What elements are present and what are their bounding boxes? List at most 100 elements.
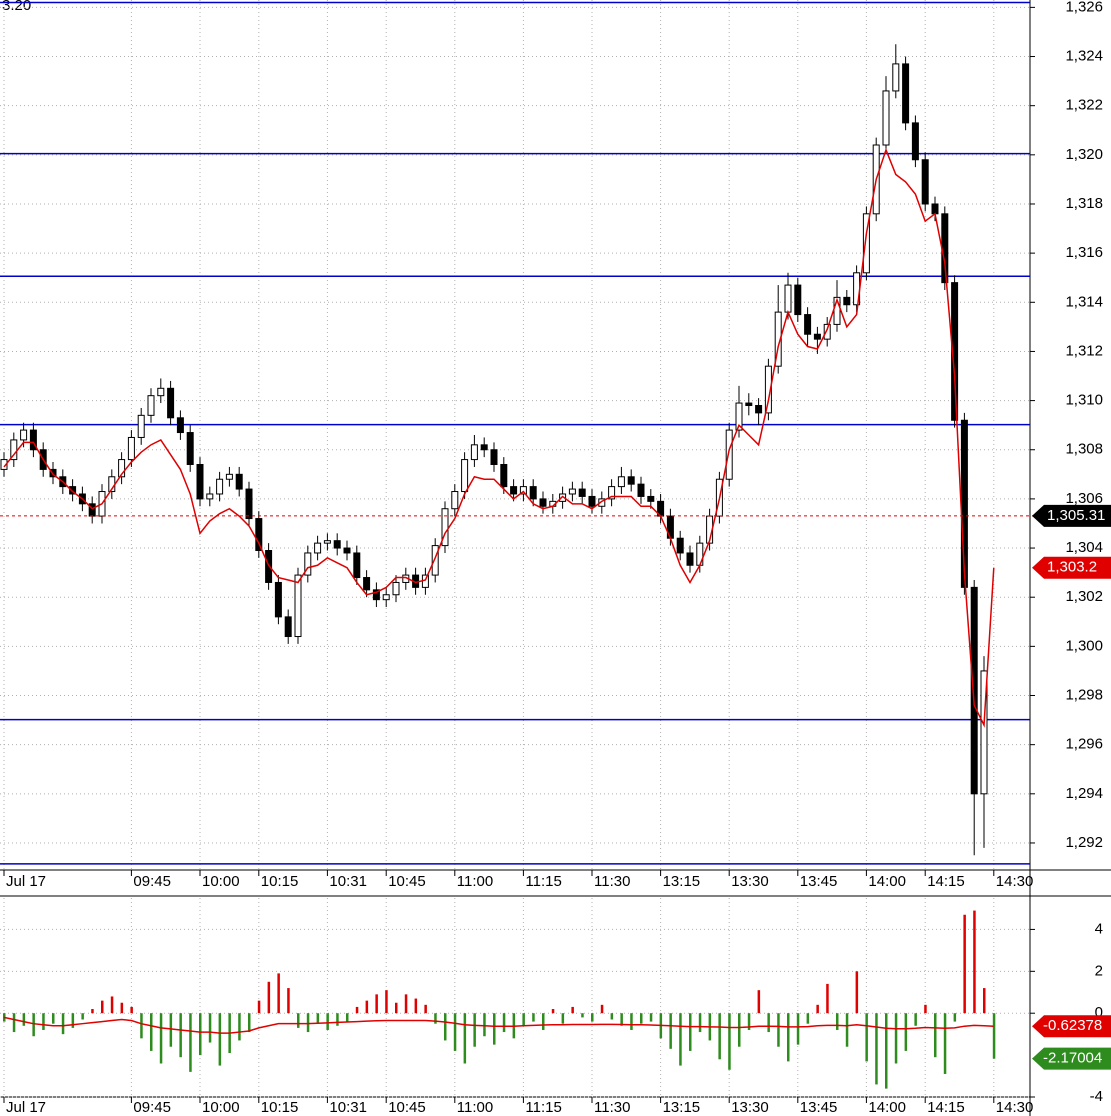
histogram-bar xyxy=(218,1013,222,1066)
histogram-bar xyxy=(110,996,114,1014)
candle-body xyxy=(862,213,870,274)
candle-body xyxy=(0,459,8,470)
candle-body xyxy=(931,203,939,215)
candle-body xyxy=(578,488,586,497)
candle-body xyxy=(892,63,900,92)
histogram-bar xyxy=(845,1013,849,1047)
histogram-bar xyxy=(375,994,378,1014)
histogram-bar xyxy=(12,1013,16,1033)
histogram-bar xyxy=(71,1013,75,1028)
candle-body xyxy=(392,581,400,596)
candle-body xyxy=(441,508,449,547)
y-tick-label: 1,302 xyxy=(1065,588,1103,605)
histogram-bar xyxy=(953,1013,957,1022)
x-tick-label: 11:15 xyxy=(525,1099,561,1116)
histogram-bar xyxy=(767,1013,770,1033)
candle-body xyxy=(372,589,380,601)
x-tick-label: 11:30 xyxy=(594,1099,630,1116)
candle-body xyxy=(676,537,684,554)
candle-body xyxy=(294,574,302,638)
histogram-bar xyxy=(738,1013,741,1047)
candle-body xyxy=(431,545,439,576)
candle-body xyxy=(69,486,77,495)
histogram-bar xyxy=(826,983,829,1014)
histogram-bar xyxy=(747,1013,751,1030)
candle-body xyxy=(343,547,351,554)
histogram-bar xyxy=(346,1013,349,1022)
candle-body xyxy=(480,444,488,451)
candle-body xyxy=(314,542,322,554)
histogram-bar xyxy=(924,1004,927,1014)
candle-body xyxy=(608,486,616,500)
candle-body xyxy=(196,463,204,500)
histogram-bar xyxy=(248,1013,251,1033)
y-tick-label: 1,304 xyxy=(1065,539,1103,556)
price-tag-label: 1,305.31 xyxy=(1047,507,1105,524)
candle-body xyxy=(911,122,919,161)
y-tick-label: -4 xyxy=(1090,1088,1103,1105)
histogram-bar xyxy=(689,1013,692,1051)
y-tick-label: 1,320 xyxy=(1065,146,1103,163)
candle-body xyxy=(980,670,988,795)
candle-body xyxy=(461,459,469,493)
candle-body xyxy=(323,540,331,544)
histogram-bar xyxy=(257,1000,261,1014)
histogram-bar xyxy=(522,1013,525,1026)
x-tick-label: 10:15 xyxy=(261,873,299,890)
histogram-bar xyxy=(444,1013,447,1041)
histogram-bar xyxy=(365,1000,369,1014)
candle-body xyxy=(274,581,282,618)
candle-body xyxy=(951,282,959,421)
candle-body xyxy=(588,495,596,507)
y-tick-label: 1,318 xyxy=(1065,195,1103,212)
histogram-bar xyxy=(81,1013,84,1020)
histogram-bar xyxy=(130,1006,133,1014)
histogram-bar xyxy=(777,1013,780,1047)
histogram-bar xyxy=(502,1013,506,1033)
x-tick-label: 11:15 xyxy=(525,873,561,890)
histogram-bar xyxy=(61,1013,65,1035)
candle-body xyxy=(725,429,733,480)
candle-body xyxy=(745,402,753,407)
y-tick-label: 1,306 xyxy=(1065,490,1103,507)
candle-body xyxy=(470,444,478,461)
x-tick-label: 10:45 xyxy=(388,1099,426,1116)
x-tick-label: 11:00 xyxy=(457,873,493,890)
candle-body xyxy=(794,284,802,316)
histogram-bar xyxy=(22,1013,26,1026)
histogram-bar xyxy=(865,1013,868,1062)
x-tick-label: Jul 17 xyxy=(6,873,46,890)
histogram-bar xyxy=(532,1013,535,1022)
histogram-bar xyxy=(816,1004,819,1014)
x-tick-label: 13:15 xyxy=(663,1099,701,1116)
histogram-bar xyxy=(159,1013,163,1064)
candle-body xyxy=(647,495,655,502)
signal-line xyxy=(3,1016,994,1034)
candle-body xyxy=(764,365,772,414)
histogram-bar xyxy=(640,1013,643,1024)
y-tick-label: 1,308 xyxy=(1065,441,1103,458)
candle-body xyxy=(529,486,537,500)
candle-body xyxy=(216,478,224,495)
candle-body xyxy=(245,488,253,520)
x-tick-label: 14:15 xyxy=(927,1099,965,1116)
y-tick-label: 4 xyxy=(1095,920,1103,937)
x-tick-label: 14:30 xyxy=(996,873,1034,890)
candle-body xyxy=(568,488,576,495)
histogram-bar xyxy=(983,988,986,1014)
histogram-bar xyxy=(336,1013,339,1026)
histogram-bar xyxy=(483,1013,486,1037)
candle-body xyxy=(29,429,37,451)
y-tick-label: 1,324 xyxy=(1065,47,1103,64)
candle-body xyxy=(137,414,145,438)
histogram-bar xyxy=(963,914,966,1014)
x-tick-label: 10:15 xyxy=(261,1099,299,1116)
histogram-bar xyxy=(836,1013,839,1030)
candle-body xyxy=(118,459,126,478)
candle-body xyxy=(970,586,978,795)
candle-body xyxy=(333,540,341,549)
candle-body xyxy=(176,417,184,434)
candle-body xyxy=(451,491,459,510)
x-tick-label: Jul 17 xyxy=(6,1099,46,1116)
histogram-bar xyxy=(493,1013,496,1045)
